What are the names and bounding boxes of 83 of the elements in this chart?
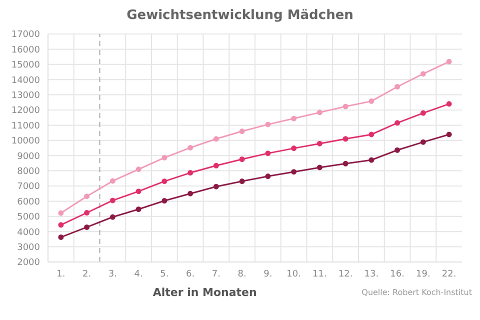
point bbox=[342, 136, 348, 142]
point bbox=[342, 160, 348, 166]
point bbox=[420, 139, 426, 145]
x-tick-label: 3. bbox=[108, 269, 117, 280]
y-tick-label: 7000 bbox=[17, 182, 40, 192]
point bbox=[446, 101, 452, 107]
point bbox=[162, 154, 168, 160]
point bbox=[394, 147, 400, 153]
point bbox=[446, 132, 452, 138]
x-tick-label: 1. bbox=[56, 269, 66, 280]
x-tick-label: 8. bbox=[238, 269, 246, 280]
y-tick-label: 6000 bbox=[17, 197, 40, 208]
y-tick-label: 16000 bbox=[11, 45, 40, 56]
point bbox=[291, 116, 297, 122]
x-tick-label: 2. bbox=[82, 269, 92, 280]
point bbox=[265, 150, 271, 156]
point bbox=[188, 190, 194, 196]
point bbox=[420, 110, 426, 116]
point bbox=[58, 234, 64, 240]
y-tick-label: 4000 bbox=[17, 228, 40, 238]
point bbox=[420, 71, 426, 77]
y-tick-label: 14000 bbox=[11, 76, 40, 86]
x-tick-label: 13. bbox=[364, 269, 379, 280]
point bbox=[162, 178, 168, 184]
chart-title: Gewichtsentwicklung Mädchen bbox=[126, 8, 354, 25]
x-tick-label: 22. bbox=[442, 269, 456, 280]
x-axis-title: Alter in Monaten bbox=[152, 286, 258, 299]
point bbox=[265, 122, 271, 128]
x-tick-label: 7. bbox=[212, 269, 220, 280]
point bbox=[291, 169, 297, 175]
point bbox=[394, 120, 400, 126]
point bbox=[58, 222, 64, 228]
point bbox=[316, 164, 322, 170]
x-tick-label: 19. bbox=[416, 269, 430, 280]
y-tick-label: 3000 bbox=[17, 242, 40, 253]
point bbox=[136, 206, 142, 212]
point bbox=[342, 104, 348, 110]
point bbox=[239, 128, 245, 134]
y-tick-label: 15000 bbox=[11, 60, 40, 71]
point bbox=[394, 84, 400, 90]
point bbox=[265, 174, 271, 180]
point bbox=[84, 194, 90, 200]
point bbox=[110, 214, 116, 220]
x-tick-label: 5. bbox=[160, 269, 169, 280]
x-tick-label: 11. bbox=[312, 269, 327, 280]
source-note: Quelle: Robert Koch-Institut bbox=[362, 288, 472, 297]
y-tick-label: 8000 bbox=[17, 166, 40, 177]
point bbox=[239, 156, 245, 162]
point bbox=[239, 178, 245, 184]
point bbox=[446, 58, 452, 64]
x-tick-label: 12. bbox=[338, 269, 353, 280]
y-tick-label: 5000 bbox=[17, 212, 40, 223]
point bbox=[84, 224, 90, 230]
point bbox=[368, 132, 374, 138]
point bbox=[188, 144, 194, 150]
y-tick-label: 13000 bbox=[11, 90, 40, 101]
point bbox=[110, 198, 116, 204]
x-tick-label: 6. bbox=[186, 269, 195, 280]
point bbox=[84, 210, 90, 216]
point bbox=[188, 170, 194, 176]
point bbox=[136, 188, 142, 194]
point bbox=[368, 157, 374, 163]
point bbox=[316, 140, 322, 146]
x-tick-label: 10. bbox=[286, 269, 301, 280]
x-tick-label: 4. bbox=[134, 269, 143, 280]
x-tick-label: 9. bbox=[264, 269, 272, 280]
point bbox=[213, 184, 219, 190]
y-tick-label: 9000 bbox=[17, 152, 40, 162]
point bbox=[213, 162, 219, 168]
point bbox=[110, 178, 116, 184]
y-tick-label: 12000 bbox=[11, 106, 40, 116]
point bbox=[368, 98, 374, 104]
point bbox=[316, 110, 322, 116]
point bbox=[291, 146, 297, 152]
point bbox=[58, 210, 64, 216]
y-tick-label: 17000 bbox=[11, 30, 40, 40]
point bbox=[162, 198, 168, 204]
point bbox=[213, 136, 219, 142]
y-tick-label: 2000 bbox=[17, 258, 40, 268]
point bbox=[136, 166, 142, 172]
y-tick-label: 11000 bbox=[11, 121, 40, 132]
y-tick-label: 10000 bbox=[11, 136, 40, 147]
x-tick-label: 16. bbox=[390, 269, 404, 280]
